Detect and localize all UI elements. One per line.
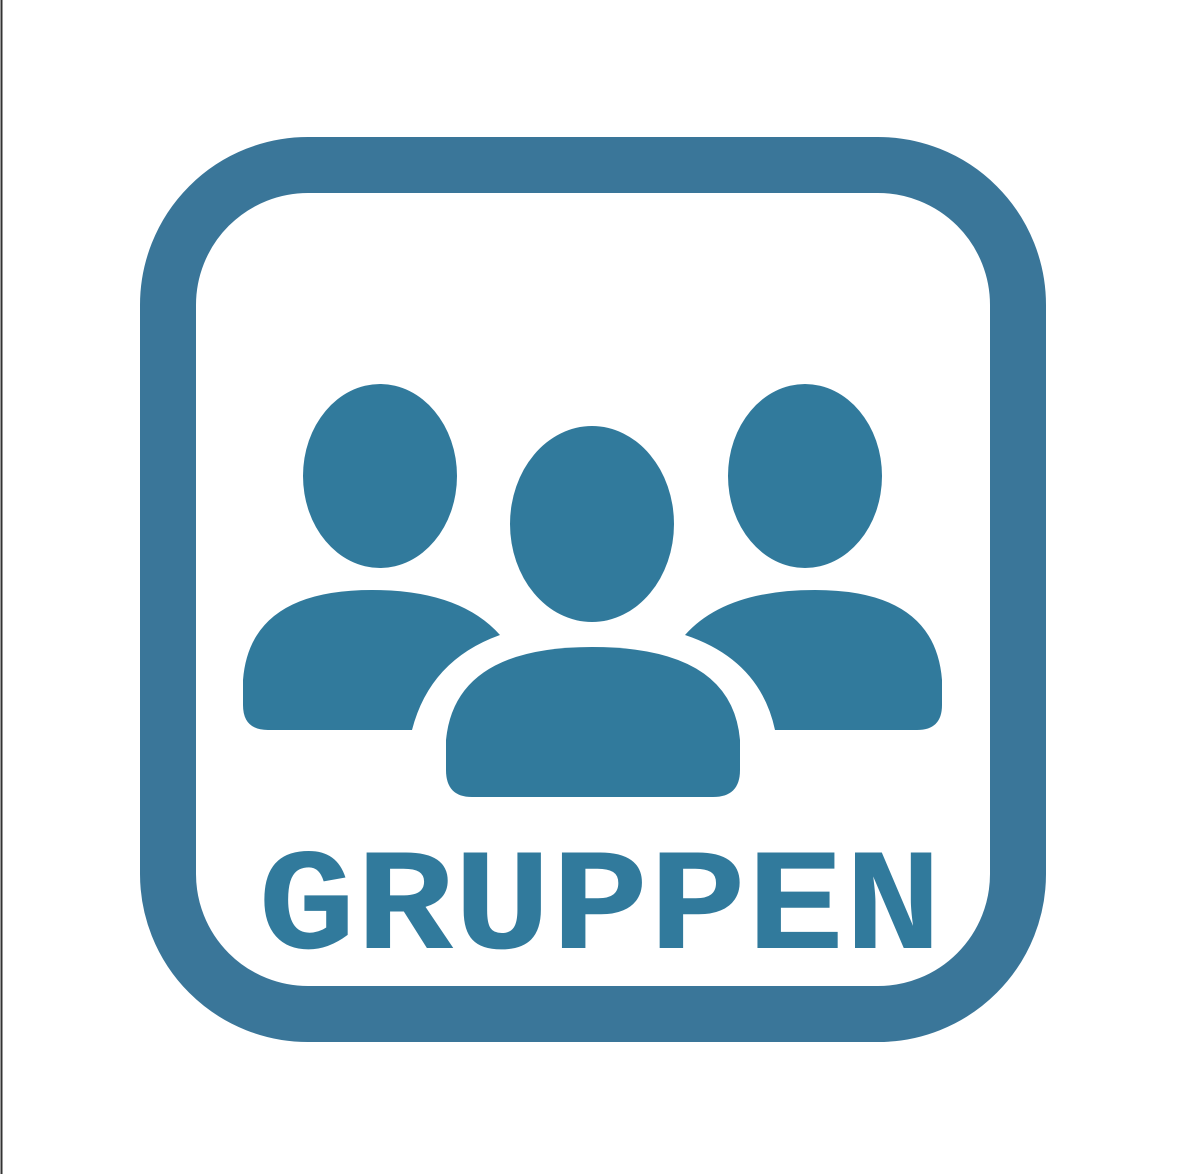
left-body bbox=[243, 590, 500, 730]
left-head bbox=[303, 384, 457, 568]
right-body bbox=[685, 590, 942, 730]
center-head bbox=[510, 426, 674, 622]
label: GRUPPEN bbox=[258, 827, 942, 992]
right-head bbox=[728, 384, 882, 568]
center-body bbox=[437, 637, 749, 806]
icon-frame bbox=[140, 137, 1046, 1042]
people bbox=[243, 384, 942, 806]
